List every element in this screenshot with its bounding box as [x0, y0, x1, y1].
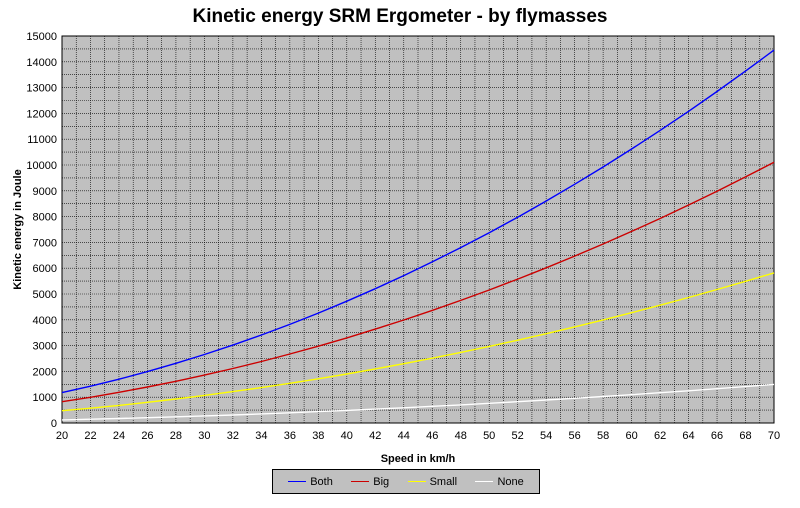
x-tick-label: 20 [56, 430, 68, 442]
x-tick-label: 46 [426, 430, 438, 442]
y-axis-label: Kinetic energy in Joule [12, 169, 24, 289]
x-tick-label: 40 [341, 430, 353, 442]
y-tick-labels: 0 1000 2000 3000 4000 5000 6000 7000 8000 9000 100… [26, 31, 57, 430]
x-tick-label: 54 [540, 430, 552, 442]
x-tick-label: 58 [597, 430, 609, 442]
x-tick-label: 66 [711, 430, 723, 442]
series-lines [61, 49, 775, 421]
x-tick-label: 52 [512, 430, 524, 442]
x-tick-label: 34 [255, 430, 267, 442]
y-tick-label: 3000 [33, 341, 57, 353]
y-tick-label: 13000 [26, 83, 57, 95]
x-tick-label: 30 [198, 430, 210, 442]
y-tick-label: 10000 [26, 160, 57, 172]
legend-item-small: Small [407, 475, 458, 488]
series-line-big [61, 161, 775, 403]
legend-item-big: Big [351, 476, 389, 488]
x-tick-labels: 20 22 24 26 28 30 32 34 36 38 40 42 44 46 48 50 52 54 56 58… [56, 430, 780, 442]
y-tick-label: 2000 [33, 366, 57, 378]
y-tick-label: 6000 [33, 263, 57, 275]
legend-label: None [497, 475, 524, 488]
legend-label: Big [373, 475, 390, 488]
legend-label: Both [310, 475, 333, 488]
y-tick-label: 12000 [26, 108, 57, 120]
legend-swatch [407, 481, 426, 482]
legend-swatch [351, 481, 370, 482]
x-tick-label: 38 [312, 430, 324, 442]
y-tick-label: 5000 [33, 289, 57, 301]
legend-label: Small [429, 475, 458, 488]
x-tick-label: 32 [227, 430, 239, 442]
y-tick-label: 11000 [27, 134, 57, 146]
x-tick-label: 36 [284, 430, 296, 442]
x-tick-label: 68 [739, 430, 751, 442]
y-tick-label: 15000 [26, 31, 57, 43]
x-tick-label: 24 [113, 430, 125, 442]
x-tick-label: 28 [170, 430, 182, 442]
y-tick-label: 7000 [33, 237, 57, 249]
legend-swatch [475, 481, 494, 482]
x-tick-label: 48 [455, 430, 467, 442]
y-tick-label: 9000 [33, 186, 57, 198]
series-line-small [61, 272, 775, 412]
legend-swatch [288, 481, 307, 482]
chart-title: Kinetic energy SRM Ergometer - by flymas… [192, 6, 608, 27]
x-tick-label: 44 [398, 430, 410, 442]
x-tick-label: 60 [625, 430, 637, 442]
x-tick-label: 42 [369, 430, 381, 442]
legend-item-none: None [475, 475, 524, 488]
series-line-both [61, 49, 775, 394]
legend: Both Big Small None [272, 469, 540, 494]
x-tick-label: 50 [483, 430, 495, 442]
x-tick-label: 62 [654, 430, 666, 442]
x-tick-label: 64 [682, 430, 694, 442]
y-tick-label: 0 [51, 418, 57, 430]
y-tick-label: 4000 [33, 315, 57, 327]
x-axis-label: Speed in km/h [381, 453, 456, 465]
x-tick-label: 56 [569, 430, 581, 442]
y-tick-label: 14000 [26, 57, 57, 69]
series-line-none [61, 383, 775, 421]
y-tick-label: 1000 [33, 392, 57, 404]
x-tick-label: 70 [768, 430, 780, 442]
x-tick-label: 26 [141, 430, 153, 442]
x-tick-label: 22 [84, 430, 96, 442]
legend-item-both: Both [288, 476, 333, 488]
y-tick-label: 8000 [33, 212, 57, 224]
